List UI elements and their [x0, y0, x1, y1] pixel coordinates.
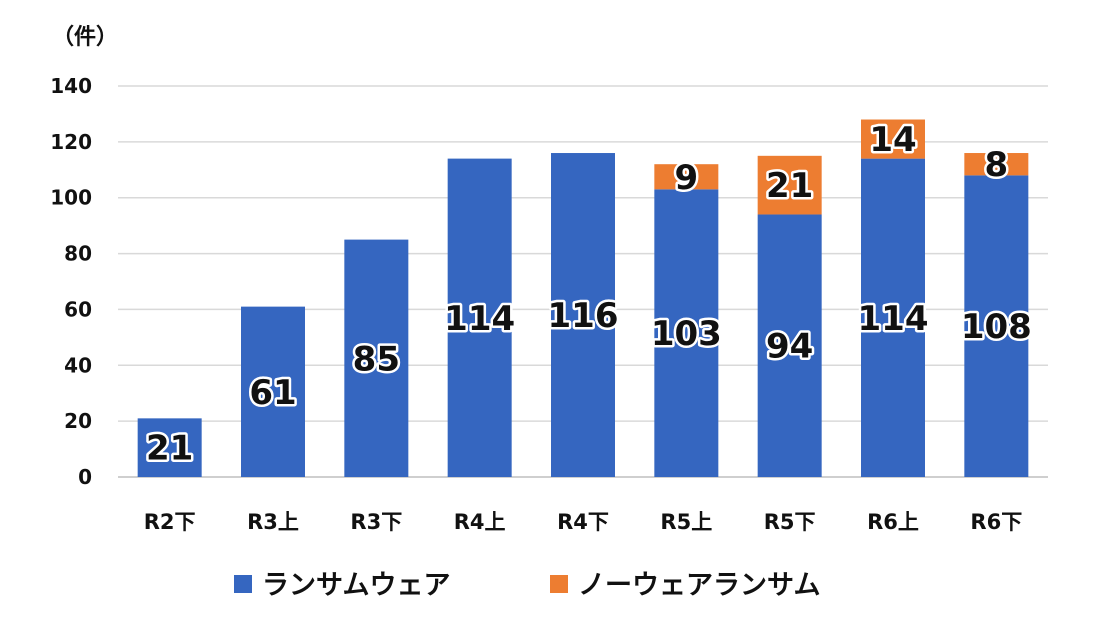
bar-noware-ransom	[757, 155, 822, 215]
y-tick-label: 0	[78, 465, 92, 489]
data-label: 103	[651, 314, 722, 354]
x-tick-label: R3下	[350, 510, 402, 534]
bars	[137, 119, 1029, 478]
bar-ransomware	[344, 239, 409, 477]
legend-swatch	[550, 575, 568, 593]
y-tick-label: 140	[50, 74, 92, 98]
bar-ransomware	[861, 158, 925, 477]
bar-ransomware	[964, 175, 1029, 477]
x-tick-label: R6上	[867, 510, 919, 534]
x-tick-label: R3上	[247, 510, 299, 534]
data-label: 116	[548, 296, 619, 336]
bar-ransomware	[447, 158, 512, 477]
x-tick-label: R5下	[764, 510, 816, 534]
y-tick-label: 20	[64, 409, 92, 433]
data-label: 114	[858, 299, 929, 339]
data-label: 8	[984, 145, 1008, 185]
data-label: 14	[869, 120, 916, 160]
bar-ransomware	[551, 153, 615, 477]
x-axis-labels: R2下 R3上 R3下 R4上 R4下 R5上 R5下 R6上 R6下	[144, 510, 1022, 534]
y-tick-label: 80	[64, 242, 92, 266]
legend-label: ノーウェアランサム	[578, 570, 820, 601]
x-tick-label: R4上	[454, 510, 506, 534]
y-axis-ticks: 0 20 40 60 80 100 120 140	[50, 74, 92, 489]
bar-ransomware	[654, 189, 719, 478]
data-label: 108	[961, 307, 1032, 347]
y-tick-label: 60	[64, 297, 92, 321]
x-tick-label: R6下	[970, 510, 1022, 534]
x-tick-label: R4下	[557, 510, 609, 534]
data-label: 21	[766, 166, 813, 206]
legend-swatch	[234, 575, 252, 593]
y-tick-label: 120	[50, 130, 92, 154]
bar-ransomware	[757, 214, 822, 477]
bar-noware-ransom	[861, 119, 925, 159]
bar-ransomware	[241, 306, 305, 477]
x-tick-label: R5上	[660, 510, 712, 534]
bar-noware-ransom	[964, 153, 1029, 176]
data-label: 9	[674, 158, 698, 198]
bar-ransomware	[137, 418, 202, 477]
y-tick-label: 100	[50, 186, 92, 210]
y-axis-unit-label: （件）	[52, 25, 118, 50]
y-tick-label: 40	[64, 353, 92, 377]
data-label: 61	[249, 373, 296, 413]
data-label: 94	[766, 327, 813, 367]
data-label: 21	[146, 429, 193, 469]
data-label: 85	[353, 339, 400, 379]
legend: ランサムウェア ノーウェアランサム	[234, 570, 820, 601]
legend-label: ランサムウェア	[262, 570, 450, 601]
data-labels: 21 61 85 114 116 103 9 94 21 114 14 108 8	[144, 118, 1035, 472]
bar-noware-ransom	[654, 164, 719, 190]
data-label: 114	[444, 299, 515, 339]
x-tick-label: R2下	[144, 510, 196, 534]
